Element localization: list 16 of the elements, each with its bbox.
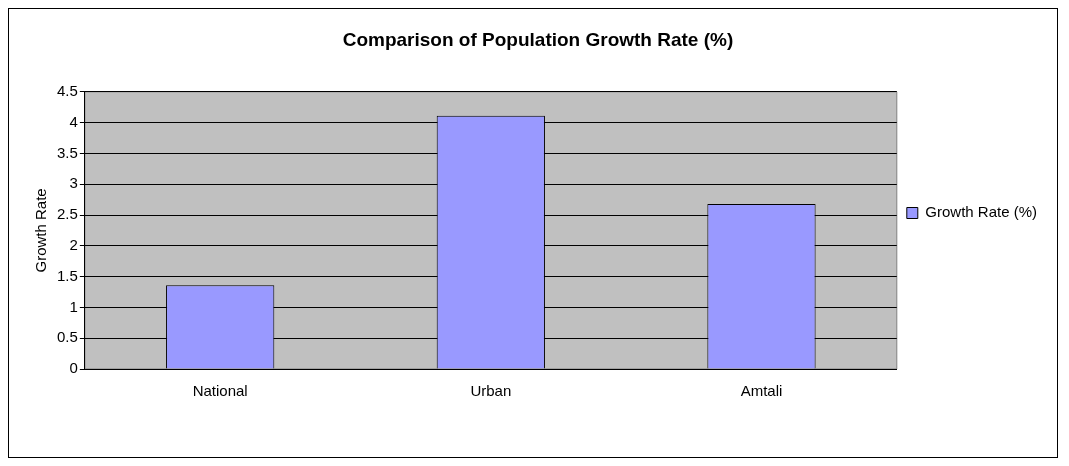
y-tick-label: 3.5 [56, 143, 78, 161]
legend-label: Growth Rate (%) [925, 203, 1038, 221]
y-tick-label: 2 [69, 235, 78, 253]
chart-title: Comparison of Population Growth Rate (%) [342, 28, 734, 50]
y-tick-label: 4 [69, 112, 78, 130]
x-tick-label: National [192, 382, 248, 400]
y-tick-label: 1.5 [56, 266, 78, 284]
y-axis-title: Growth Rate [32, 188, 50, 273]
y-tick-label: 2.5 [56, 205, 78, 223]
y-tick-label: 0 [69, 359, 78, 377]
y-tick-label: 0.5 [56, 328, 78, 346]
y-tick-label: 3 [69, 174, 78, 192]
y-tick-label: 4.5 [56, 81, 78, 99]
x-tick-label: Amtali [740, 382, 783, 400]
y-tick-label: 1 [69, 297, 78, 315]
x-tick-label: Urban [470, 382, 512, 400]
